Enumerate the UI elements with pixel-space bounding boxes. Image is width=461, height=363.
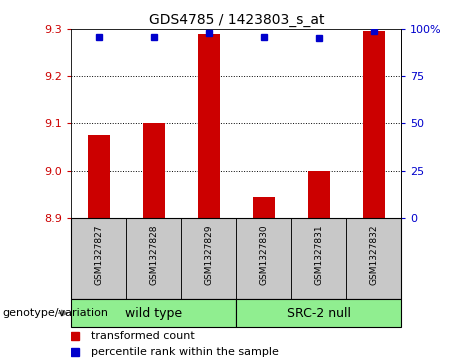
Bar <box>253 197 275 218</box>
Text: GSM1327828: GSM1327828 <box>149 224 159 285</box>
Bar <box>307 171 330 218</box>
Text: SRC-2 null: SRC-2 null <box>287 307 351 319</box>
Text: genotype/variation: genotype/variation <box>2 308 108 318</box>
Bar <box>143 123 165 218</box>
Text: percentile rank within the sample: percentile rank within the sample <box>91 347 279 357</box>
Bar <box>236 299 401 327</box>
Text: GSM1327831: GSM1327831 <box>314 224 323 285</box>
Text: wild type: wild type <box>125 307 183 319</box>
Bar <box>198 34 220 218</box>
Text: GSM1327832: GSM1327832 <box>369 224 378 285</box>
Text: transformed count: transformed count <box>91 331 195 341</box>
Text: GSM1327830: GSM1327830 <box>259 224 268 285</box>
Bar <box>71 218 126 299</box>
Text: GSM1327829: GSM1327829 <box>204 224 213 285</box>
Bar <box>71 299 236 327</box>
Text: GSM1327827: GSM1327827 <box>95 224 103 285</box>
Title: GDS4785 / 1423803_s_at: GDS4785 / 1423803_s_at <box>148 13 324 26</box>
Bar <box>126 218 181 299</box>
Bar <box>346 218 401 299</box>
Bar <box>181 218 236 299</box>
Bar <box>363 32 384 218</box>
Bar <box>88 135 110 218</box>
Bar <box>291 218 346 299</box>
Bar <box>236 218 291 299</box>
